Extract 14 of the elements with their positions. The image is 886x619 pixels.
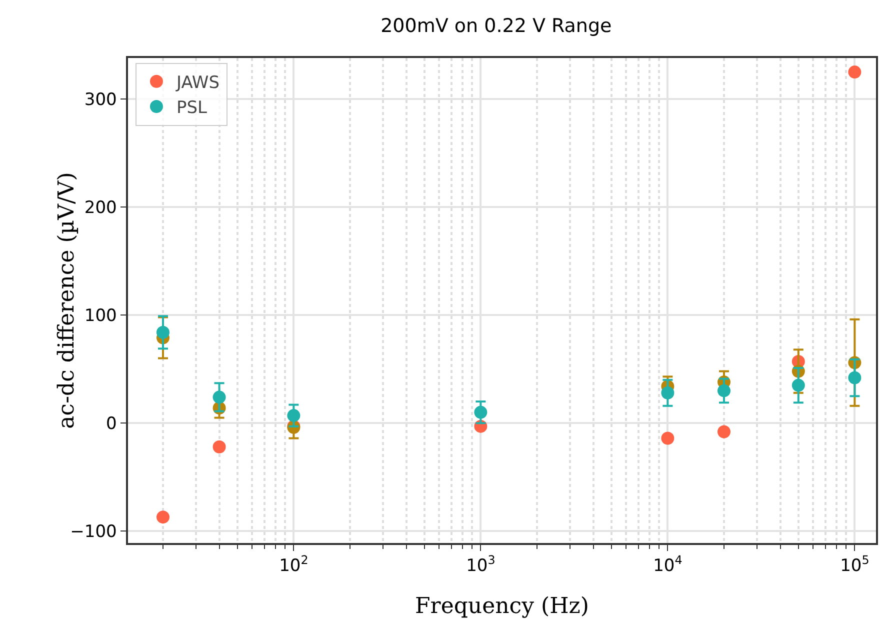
y-tick-label: −100: [70, 522, 117, 542]
x-tick-label: 10$^{2}$: [279, 553, 308, 576]
legend-label: PSL: [176, 98, 208, 118]
x-tick-label: 10$^{5}$: [840, 553, 870, 576]
legend-label: JAWS: [175, 73, 220, 94]
y-tick-label: 200: [84, 198, 117, 218]
x-tick-label: 10$^{4}$: [653, 553, 682, 576]
y-axis-title: ac-dc difference (µV/V): [54, 172, 80, 429]
y-tick-label: 300: [84, 90, 117, 110]
x-axis-title: Frequency (Hz): [415, 594, 589, 619]
x-tick-label: 10$^{3}$: [466, 553, 496, 576]
chart-title: 200mV on 0.22 V Range: [380, 14, 612, 37]
y-tick-label: 100: [84, 306, 117, 326]
y-tick-label: 0: [106, 414, 117, 434]
